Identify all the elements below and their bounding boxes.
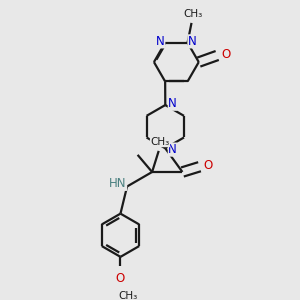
Text: O: O: [116, 272, 125, 285]
Text: O: O: [203, 159, 213, 172]
Text: N: N: [168, 97, 177, 110]
Text: CH₃: CH₃: [183, 9, 202, 19]
Text: N: N: [188, 35, 197, 48]
Text: N: N: [156, 35, 165, 48]
Text: N: N: [168, 143, 177, 156]
Text: CH₃: CH₃: [119, 291, 138, 300]
Text: CH₃: CH₃: [150, 137, 170, 147]
Text: O: O: [222, 48, 231, 61]
Text: HN: HN: [109, 177, 127, 190]
